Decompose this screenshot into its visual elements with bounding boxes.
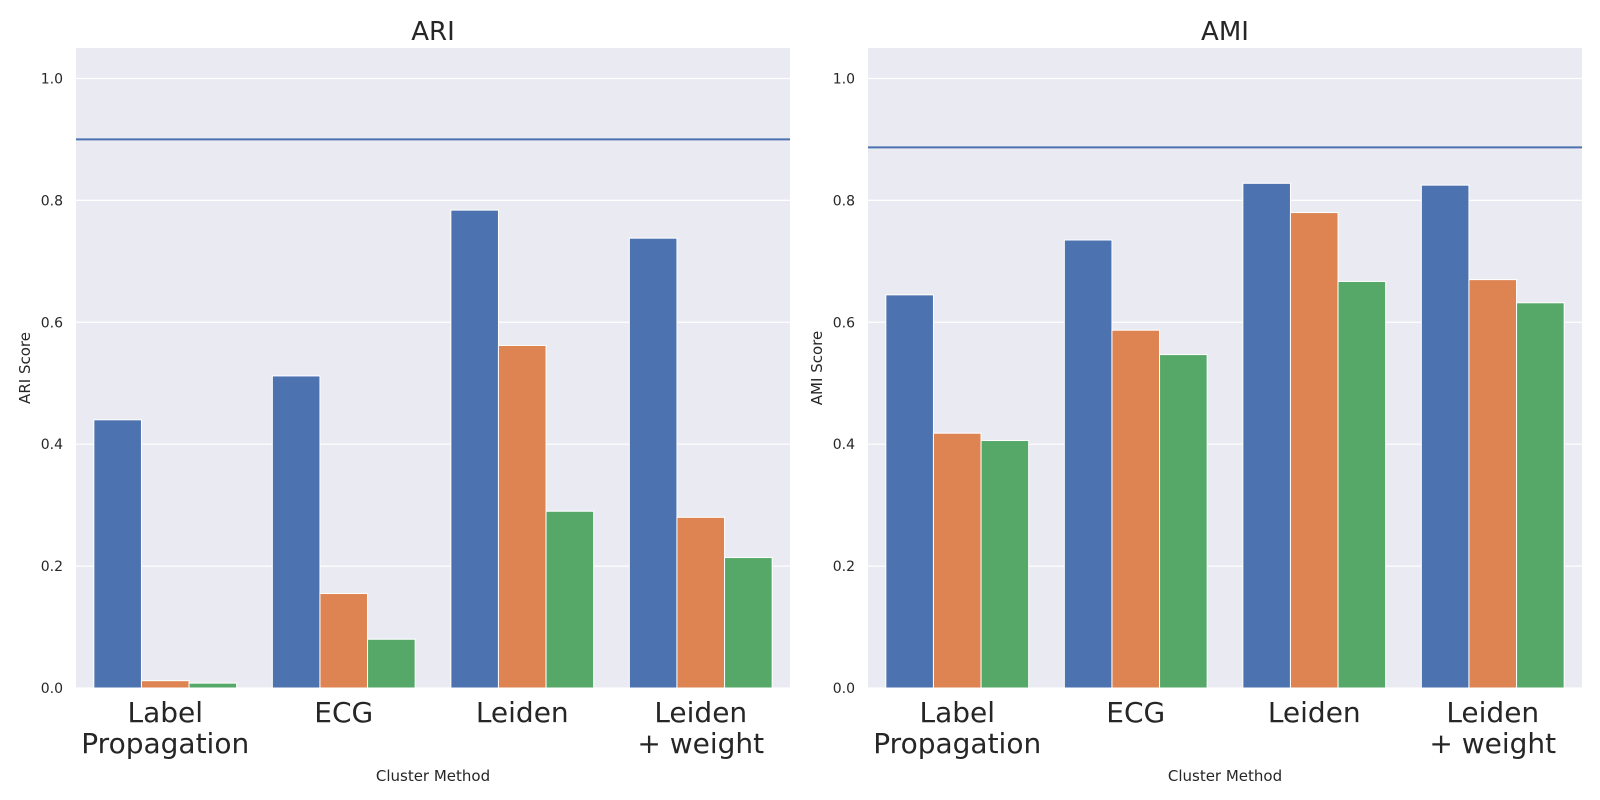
y-tick-label: 0.8	[41, 193, 63, 209]
bar-series3-3	[545, 510, 595, 689]
bar-series3-4	[1516, 302, 1565, 689]
bar-series1-3	[1242, 182, 1291, 689]
chart-title: AMI	[1201, 17, 1249, 47]
x-tick-label: ECG	[1106, 696, 1165, 729]
x-tick-label: + weight	[637, 727, 764, 760]
bar-series1-4	[1420, 184, 1470, 689]
y-axis-label: ARI Score	[16, 332, 34, 404]
x-tick-label: ECG	[314, 696, 373, 729]
y-tick-label: 1.0	[833, 71, 855, 87]
bar-series2-3	[497, 344, 547, 689]
bar-series1-4	[628, 237, 678, 689]
bar-series3-3	[1337, 280, 1387, 689]
bar-series3-1	[980, 440, 1030, 689]
y-tick-label: 0.6	[833, 315, 855, 331]
y-tick-label: 0.2	[833, 559, 855, 575]
y-axis-label: AMI Score	[808, 331, 826, 405]
bar-series2-2	[319, 593, 369, 689]
bar-series2-4	[676, 516, 726, 689]
x-tick-label: Propagation	[81, 727, 249, 760]
x-axis-label: Cluster Method	[376, 767, 490, 785]
bar-series3-2	[367, 638, 416, 689]
bar-series2-1	[140, 680, 190, 689]
y-tick-label: 0.0	[41, 681, 63, 697]
x-axis-label: Cluster Method	[1168, 767, 1282, 785]
bar-series2-1	[932, 432, 982, 689]
x-tick-label: Leiden	[476, 696, 569, 729]
x-tick-label: Leiden	[1446, 696, 1539, 729]
y-tick-label: 0.4	[833, 437, 855, 453]
bar-series2-2	[1111, 329, 1161, 689]
x-tick-label: Propagation	[873, 727, 1041, 760]
bar-series3-1	[188, 682, 238, 689]
bar-series1-1	[885, 294, 934, 689]
bar-series1-3	[450, 209, 499, 689]
x-tick-label: Leiden	[1268, 696, 1361, 729]
bar-series3-2	[1159, 354, 1208, 689]
y-tick-label: 0.4	[41, 437, 63, 453]
bar-series1-1	[93, 419, 142, 689]
y-tick-label: 0.6	[41, 315, 63, 331]
bar-series1-2	[271, 375, 321, 689]
y-tick-label: 0.8	[833, 193, 855, 209]
chart-title: ARI	[411, 17, 455, 47]
bar-series2-3	[1289, 212, 1339, 689]
x-tick-label: Label	[919, 696, 995, 729]
y-tick-label: 1.0	[41, 71, 63, 87]
bar-series3-4	[724, 557, 773, 689]
bar-series1-2	[1063, 239, 1113, 689]
y-tick-label: 0.2	[41, 559, 63, 575]
x-tick-label: Leiden	[654, 696, 747, 729]
x-tick-label: Label	[127, 696, 203, 729]
y-tick-label: 0.0	[833, 681, 855, 697]
bar-series2-4	[1468, 279, 1518, 689]
x-tick-label: + weight	[1429, 727, 1556, 760]
